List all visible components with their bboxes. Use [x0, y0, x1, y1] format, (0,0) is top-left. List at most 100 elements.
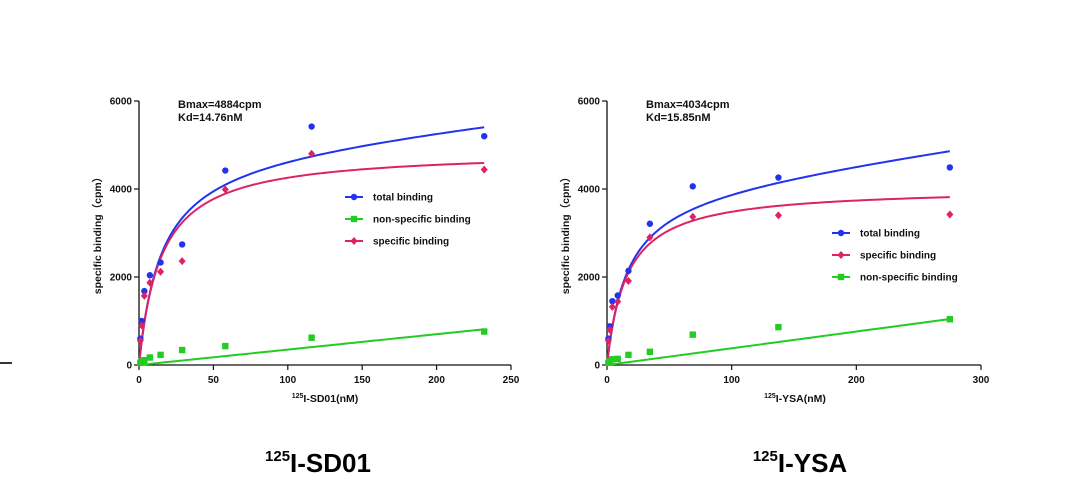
data-point-specific-binding	[774, 211, 782, 220]
data-point-specific-binding	[157, 267, 165, 276]
data-point-non-specific-binding	[646, 348, 654, 355]
data-point-specific-binding	[606, 325, 614, 334]
x-tick-label: 200	[848, 375, 865, 386]
legend-label: total binding	[860, 229, 920, 240]
data-point-total-binding	[609, 298, 616, 305]
data-point-non-specific-binding	[689, 331, 696, 338]
data-point-specific-binding	[646, 233, 654, 242]
data-point-specific-binding	[480, 165, 488, 174]
chart-title-text: I-SD01	[290, 448, 371, 478]
x-tick-label: 300	[973, 375, 990, 386]
legend-label: non-specific binding	[860, 273, 958, 284]
y-tick-label: 0	[594, 361, 600, 372]
data-point-specific-binding	[604, 336, 612, 345]
data-point-specific-binding	[138, 321, 146, 330]
fit-curve-specific-binding	[138, 161, 485, 366]
chart-title: 125I-SD01	[265, 448, 371, 478]
x-axis-label-text: I-SD01(nM)	[303, 393, 358, 405]
x-tick-label: 200	[428, 375, 445, 386]
data-point-total-binding	[157, 259, 164, 266]
x-axis-label: 125I-YSA(nM)	[764, 393, 826, 405]
data-point-total-binding	[646, 220, 654, 227]
data-point-non-specific-binding	[481, 328, 488, 335]
legend-marker	[350, 215, 358, 223]
data-point-total-binding	[146, 272, 154, 279]
legend-marker	[837, 251, 845, 259]
data-point-total-binding	[222, 167, 229, 174]
chart-title-superscript: 125	[265, 448, 290, 465]
data-point-non-specific-binding	[308, 334, 315, 341]
fit-curve-specific-binding	[606, 196, 950, 366]
annotation-text: Kd=15.85nM	[646, 112, 711, 124]
x-tick-label: 0	[136, 375, 142, 386]
data-point-specific-binding	[946, 210, 954, 219]
y-tick-label: 2000	[578, 273, 601, 284]
legend-label: total binding	[373, 193, 433, 204]
data-point-non-specific-binding	[625, 351, 632, 359]
chart-title: 125I-YSA	[753, 448, 848, 478]
data-point-total-binding	[614, 292, 621, 299]
data-point-non-specific-binding	[141, 356, 148, 364]
left-edge-tick-mark	[0, 362, 12, 364]
legend-marker	[837, 273, 845, 281]
legend-marker	[837, 229, 845, 237]
data-point-specific-binding	[221, 185, 229, 194]
y-tick-label: 2000	[110, 273, 133, 284]
chart-title-superscript: 125	[753, 448, 778, 465]
y-tick-label: 0	[126, 361, 132, 372]
y-tick-label: 4000	[578, 185, 601, 196]
chart-2: 0 100 200 300 0 2000 4000 6000 specific binding（…	[559, 97, 990, 479]
data-point-non-specific-binding	[775, 323, 782, 331]
chart-1: 0 50 100 150 200 250 0 2000 4000 6000 specific bin…	[91, 97, 520, 479]
x-tick-label: 100	[279, 375, 296, 386]
data-point-non-specific-binding	[178, 346, 186, 354]
data-point-non-specific-binding	[946, 316, 954, 323]
data-point-total-binding	[308, 123, 315, 130]
data-point-total-binding	[138, 317, 145, 325]
data-point-total-binding	[481, 133, 488, 140]
data-point-specific-binding	[308, 149, 316, 158]
x-tick-label: 250	[503, 375, 520, 386]
data-point-non-specific-binding	[157, 351, 164, 359]
y-tick-label: 4000	[110, 185, 133, 196]
legend-label: specific binding	[373, 237, 449, 248]
data-point-non-specific-binding	[222, 342, 229, 350]
data-point-non-specific-binding	[614, 355, 621, 363]
x-axis-label-superscript: 125	[292, 393, 304, 400]
data-point-total-binding	[775, 174, 782, 181]
annotation-text: Bmax=4034cpm	[646, 99, 730, 111]
data-point-non-specific-binding	[146, 354, 154, 361]
data-point-total-binding	[178, 241, 186, 248]
legend-label: non-specific binding	[373, 215, 471, 226]
x-tick-label: 50	[208, 375, 220, 386]
x-tick-label: 0	[604, 375, 610, 386]
data-point-specific-binding	[614, 297, 622, 306]
data-point-specific-binding	[624, 276, 632, 285]
fit-curve-non-specific-binding	[606, 318, 950, 366]
legend-label: specific binding	[860, 251, 936, 262]
y-tick-label: 6000	[110, 97, 133, 108]
annotation-text: Kd=14.76nM	[178, 112, 243, 124]
data-point-specific-binding	[689, 212, 697, 221]
y-axis-label: specific binding（cpm）	[559, 172, 572, 295]
x-axis-label-superscript: 125	[764, 393, 776, 400]
data-point-total-binding	[625, 267, 632, 275]
x-axis-label-text: I-YSA(nM)	[776, 393, 826, 405]
chart-title-text: I-YSA	[778, 448, 848, 478]
data-point-specific-binding	[178, 257, 186, 266]
y-axis-label: specific binding（cpm）	[91, 172, 104, 295]
x-tick-label: 100	[723, 375, 740, 386]
data-point-specific-binding	[146, 278, 154, 287]
data-point-specific-binding	[136, 336, 144, 345]
data-point-non-specific-binding	[609, 356, 616, 363]
x-axis-label: 125I-SD01(nM)	[292, 393, 359, 405]
data-point-total-binding	[141, 287, 148, 295]
data-point-specific-binding	[608, 302, 616, 311]
x-tick-label: 150	[354, 375, 371, 386]
data-point-specific-binding	[140, 291, 148, 300]
data-point-total-binding	[946, 164, 954, 171]
annotation-text: Bmax=4884cpm	[178, 99, 262, 111]
legend-marker	[350, 237, 358, 245]
data-point-total-binding	[689, 183, 696, 190]
fit-curve-non-specific-binding	[138, 328, 485, 366]
